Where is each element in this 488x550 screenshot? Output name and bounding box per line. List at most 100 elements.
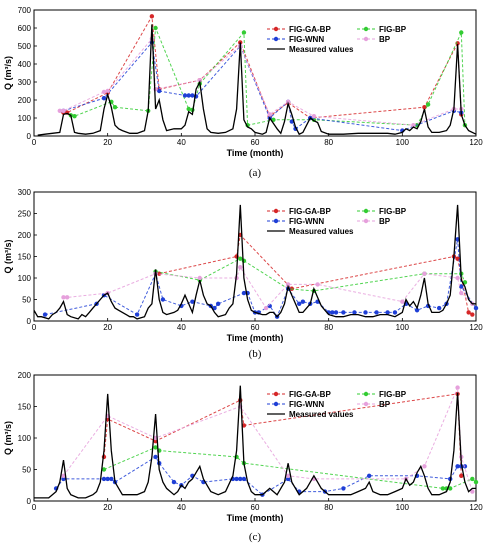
y-axis-label: Q (m³/s) <box>3 239 13 273</box>
data-point-fig-wnn <box>153 454 158 460</box>
panel-label: (a) <box>249 167 262 179</box>
data-point-fig-wnn <box>171 479 177 485</box>
legend-marker <box>363 26 369 32</box>
legend-entry-fig-wnn: FIG-WNN <box>267 400 324 409</box>
series-line-fig-wnn <box>44 239 477 318</box>
y-tick-label: 700 <box>18 6 32 15</box>
data-point-fig-ga-bp <box>470 312 475 317</box>
legend-label: BP <box>379 35 391 44</box>
y-tick-label: 100 <box>18 274 32 283</box>
legend-marker <box>273 26 279 32</box>
data-point-fig-wnn <box>42 312 48 317</box>
data-point-bp <box>311 114 317 119</box>
data-point-fig-ga-bp <box>149 14 155 19</box>
x-tick-label: 60 <box>251 323 260 332</box>
y-tick-label: 200 <box>18 371 32 380</box>
legend-marker <box>363 218 369 224</box>
data-point-fig-wnn <box>190 299 195 304</box>
data-point-bp <box>101 89 107 95</box>
series-line-fig-wnn <box>63 41 462 132</box>
data-point-fig-bp <box>186 106 191 112</box>
data-point-fig-bp <box>459 30 464 35</box>
data-point-fig-bp <box>448 486 453 491</box>
series-fig-wnn <box>61 40 464 133</box>
data-point-bp <box>64 295 70 300</box>
data-point-fig-wnn <box>241 476 247 482</box>
legend-label: FIG-GA-BP <box>289 25 331 34</box>
y-tick-label: 50 <box>22 296 31 305</box>
plot-frame <box>33 9 477 137</box>
x-tick-label: 100 <box>396 323 410 332</box>
data-point-fig-wnn <box>341 310 346 315</box>
data-point-bp <box>315 282 320 287</box>
legend-label: Measured values <box>289 227 354 236</box>
legend-marker <box>363 36 369 42</box>
data-point-fig-wnn <box>459 284 464 289</box>
x-tick-label: 20 <box>103 323 112 332</box>
legend-label: FIG-BP <box>379 390 407 399</box>
series-fig-ga-bp <box>101 391 464 478</box>
panel-label: (c) <box>249 531 262 543</box>
legend-marker <box>273 401 279 407</box>
data-point-fig-wnn <box>190 93 195 98</box>
data-point-fig-bp <box>238 256 243 261</box>
legend-entry-bp: BP <box>357 400 391 409</box>
data-point-fig-wnn <box>160 297 166 302</box>
legend-label: FIG-BP <box>379 25 407 34</box>
data-point-fig-wnn <box>182 93 188 98</box>
data-point-bp <box>459 290 464 296</box>
data-point-fig-bp <box>425 102 431 107</box>
legend-entry-measured-values: Measured values <box>267 410 354 419</box>
data-point-fig-bp <box>153 445 158 450</box>
series-bp <box>61 265 475 311</box>
data-point-fig-wnn <box>101 476 107 482</box>
x-tick-label: 0 <box>32 323 37 332</box>
legend-entry-measured-values: Measured values <box>267 45 354 54</box>
y-tick-label: 600 <box>18 24 32 33</box>
data-point-bp <box>197 275 202 281</box>
series-fig-wnn <box>42 237 479 319</box>
legend-label: BP <box>379 217 391 226</box>
x-tick-label: 80 <box>324 138 333 147</box>
series-line-fig-wnn <box>55 456 465 496</box>
data-point-fig-wnn <box>215 301 221 306</box>
data-point-fig-wnn <box>392 310 398 315</box>
legend-marker <box>363 208 369 214</box>
series-line-measured-values <box>34 385 476 499</box>
data-point-fig-ga-bp <box>157 271 162 276</box>
legend-entry-bp: BP <box>357 217 391 226</box>
legend-label: FIG-WNN <box>289 400 324 409</box>
legend-marker <box>363 401 369 407</box>
data-point-fig-wnn <box>455 464 460 469</box>
legend-entry-measured-values: Measured values <box>267 227 354 236</box>
y-tick-label: 50 <box>22 466 31 475</box>
data-point-fig-bp <box>101 467 107 472</box>
x-tick-label: 40 <box>177 503 186 512</box>
legend-entry-fig-wnn: FIG-WNN <box>267 35 324 44</box>
data-point-fig-wnn <box>234 476 239 482</box>
data-point-bp <box>61 108 66 114</box>
x-axis-label: Time (month) <box>227 148 284 158</box>
data-point-bp <box>57 108 62 114</box>
legend: FIG-GA-BP FIG-BP FIG-WNN BP Measured values <box>267 207 407 236</box>
data-point-bp <box>455 385 460 390</box>
data-point-bp <box>197 78 202 83</box>
data-point-bp <box>61 473 66 478</box>
legend-entry-fig-wnn: FIG-WNN <box>267 217 324 226</box>
x-tick-label: 20 <box>103 138 112 147</box>
legend-label: Measured values <box>289 45 354 54</box>
y-tick-label: 250 <box>18 210 32 219</box>
data-point-fig-wnn <box>285 476 291 482</box>
legend-label: Measured values <box>289 410 354 419</box>
data-point-fig-wnn <box>363 310 368 315</box>
x-axis-label: Time (month) <box>227 513 284 523</box>
data-point-fig-ga-bp <box>422 105 427 110</box>
series-line-fig-bp <box>155 258 466 292</box>
data-point-bp <box>422 271 427 276</box>
data-point-bp <box>455 275 460 281</box>
x-tick-label: 40 <box>177 138 186 147</box>
chart-panel-3: 0 20 40 60 80 100 120 0 50 100 150 200 Time (month) Q… <box>3 371 483 543</box>
legend-label: BP <box>379 400 391 409</box>
legend: FIG-GA-BP FIG-BP FIG-WNN BP Measured values <box>267 25 407 54</box>
